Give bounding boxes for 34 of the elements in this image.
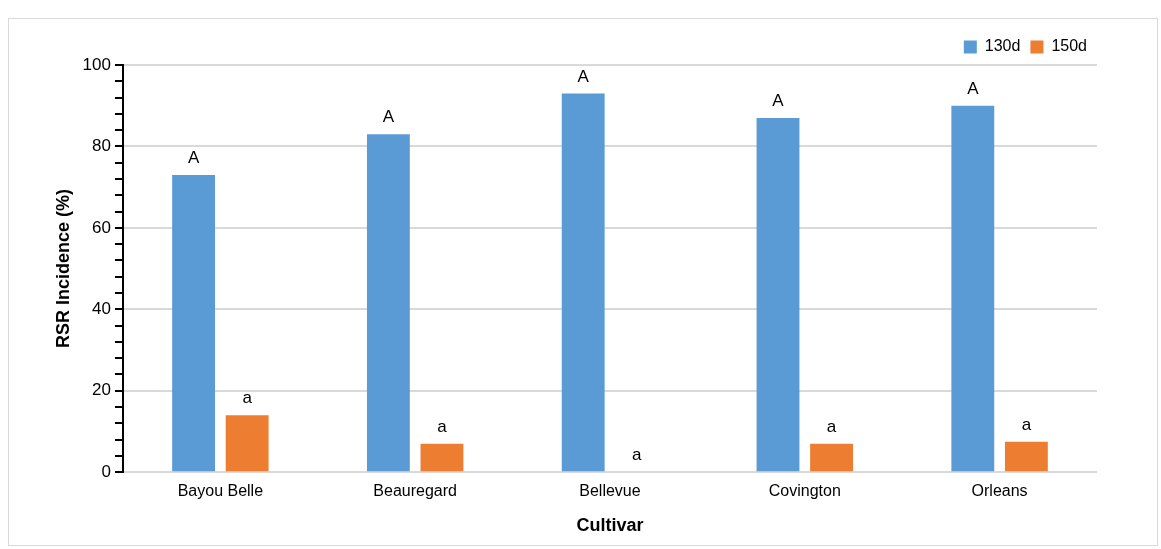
bar (756, 117, 800, 472)
annotation: a (242, 388, 253, 408)
bar (366, 134, 410, 472)
y-tick-label: 100 (82, 54, 111, 74)
bar (561, 93, 605, 472)
y-tick-label: 80 (92, 136, 111, 156)
annotation: A (577, 66, 590, 86)
x-tick-label: Bayou Belle (177, 482, 264, 500)
bar (420, 443, 464, 472)
annotation: A (382, 107, 395, 127)
x-tick-label: Orleans (971, 482, 1028, 500)
legend-label: 150d (1051, 37, 1087, 55)
annotation: a (826, 416, 837, 436)
x-tick-label: Bellevue (579, 482, 641, 500)
annotation: a (437, 416, 448, 436)
y-tick-label: 0 (101, 461, 111, 481)
legend-label: 130d (984, 37, 1021, 55)
bar (225, 415, 269, 472)
y-axis-title: RSR Incidence (%) (52, 189, 73, 349)
annotation: a (1021, 414, 1032, 434)
x-axis-title: Cultivar (576, 515, 644, 536)
bar (810, 443, 853, 472)
annotation: A (187, 148, 200, 168)
bar (1004, 441, 1048, 472)
annotation: a (632, 445, 643, 465)
annotation: A (772, 91, 785, 111)
annotation: A (967, 78, 980, 98)
y-tick-label: 20 (92, 380, 111, 400)
bar (951, 105, 995, 472)
x-tick-label: Covington (768, 482, 841, 500)
bar (172, 174, 216, 472)
x-tick-label: Beauregard (373, 482, 457, 500)
y-tick-label: 60 (92, 217, 111, 237)
y-tick-label: 40 (92, 299, 111, 319)
